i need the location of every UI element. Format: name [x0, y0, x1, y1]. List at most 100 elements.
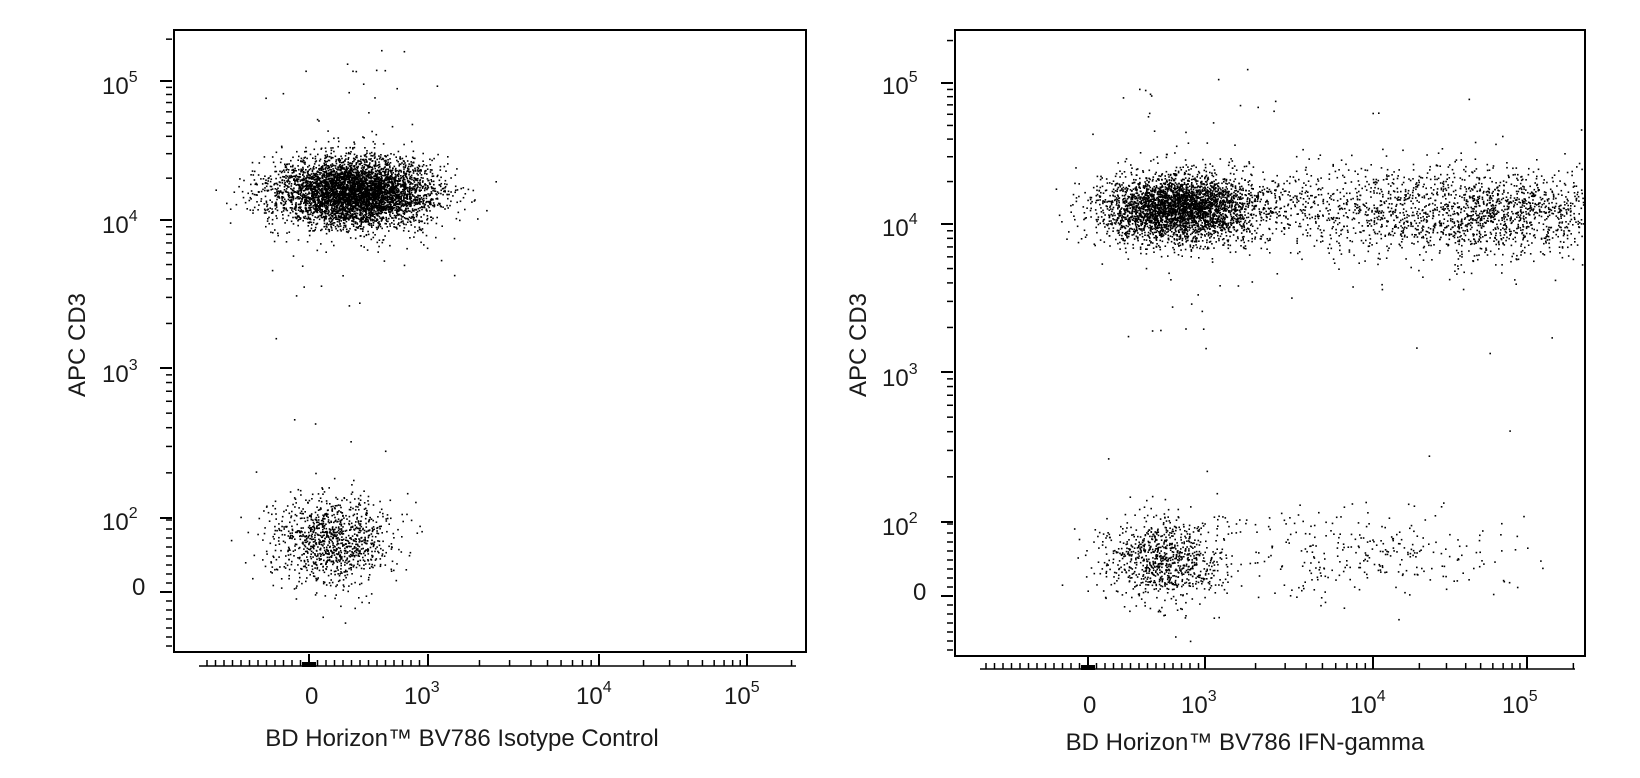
data-point	[420, 216, 422, 218]
data-point	[399, 156, 401, 158]
data-point	[323, 162, 325, 165]
data-point	[472, 189, 475, 192]
data-point	[339, 166, 341, 169]
data-point	[379, 182, 382, 184]
data-point	[309, 218, 311, 220]
data-point	[301, 195, 303, 198]
data-point	[250, 183, 252, 186]
data-point	[371, 226, 373, 228]
data-point	[328, 218, 330, 220]
data-point	[405, 208, 407, 210]
data-point	[337, 166, 339, 168]
data-point	[426, 188, 428, 191]
plot-frame	[173, 29, 807, 653]
data-point	[418, 219, 420, 222]
data-point	[308, 164, 311, 167]
data-point	[329, 194, 332, 197]
data-point	[291, 169, 293, 171]
data-point	[300, 160, 302, 163]
data-point	[330, 171, 333, 173]
data-point	[307, 187, 309, 190]
data-point	[305, 184, 307, 187]
data-point	[331, 223, 333, 226]
data-point	[381, 194, 383, 197]
data-point	[437, 192, 440, 195]
data-point	[393, 204, 395, 206]
data-point	[399, 192, 402, 194]
data-point	[396, 187, 399, 190]
data-point	[426, 178, 429, 180]
data-point	[395, 180, 397, 182]
data-point	[316, 199, 318, 201]
data-point	[286, 185, 289, 187]
data-point	[398, 173, 400, 176]
data-point	[398, 195, 401, 198]
data-point	[365, 179, 367, 182]
data-point	[322, 170, 324, 173]
data-point	[267, 189, 270, 192]
data-point	[270, 178, 273, 180]
data-point	[426, 210, 428, 212]
data-point	[324, 174, 326, 177]
data-point	[400, 208, 402, 211]
data-point	[376, 174, 379, 176]
data-point	[403, 187, 405, 189]
data-point	[410, 189, 413, 192]
data-point	[317, 206, 319, 208]
data-point	[263, 208, 266, 211]
data-point	[301, 265, 304, 267]
data-point	[390, 175, 392, 177]
data-point	[376, 208, 378, 210]
data-point	[403, 189, 405, 192]
data-point	[370, 198, 373, 200]
data-point	[382, 187, 384, 190]
data-point	[381, 219, 383, 221]
data-point	[364, 147, 366, 149]
data-point	[378, 178, 380, 180]
data-point	[247, 192, 249, 195]
data-point	[302, 216, 305, 218]
data-point	[364, 182, 367, 184]
data-point	[309, 229, 311, 232]
data-point	[302, 168, 304, 170]
data-point	[308, 230, 311, 232]
data-point	[330, 166, 333, 168]
data-point	[300, 210, 303, 213]
data-point	[368, 208, 370, 211]
data-point	[300, 190, 302, 193]
data-point	[394, 209, 396, 211]
data-point	[381, 49, 383, 52]
data-point	[267, 180, 269, 182]
data-point	[246, 208, 248, 210]
data-point	[365, 182, 368, 184]
data-point	[364, 192, 367, 194]
data-point	[303, 161, 305, 164]
data-point	[333, 188, 336, 191]
data-point	[392, 212, 394, 214]
data-point	[293, 179, 295, 181]
data-point	[453, 274, 456, 277]
data-point	[337, 199, 340, 202]
data-point	[432, 217, 434, 220]
data-point	[342, 184, 345, 187]
data-point	[332, 208, 335, 211]
data-point	[403, 193, 405, 195]
data-point	[403, 200, 405, 203]
data-point	[370, 223, 372, 225]
data-point	[328, 220, 331, 222]
data-point	[443, 190, 445, 193]
data-point	[338, 201, 340, 203]
data-point	[324, 184, 327, 187]
data-point	[378, 195, 381, 197]
data-point	[335, 202, 338, 205]
data-point	[422, 195, 425, 197]
data-point	[337, 198, 340, 200]
data-point	[335, 228, 337, 230]
data-point	[308, 213, 310, 216]
data-point	[300, 168, 302, 171]
data-point	[292, 168, 294, 171]
data-point	[326, 175, 328, 177]
data-point	[416, 198, 419, 201]
data-point	[363, 154, 366, 156]
data-point	[357, 184, 359, 187]
